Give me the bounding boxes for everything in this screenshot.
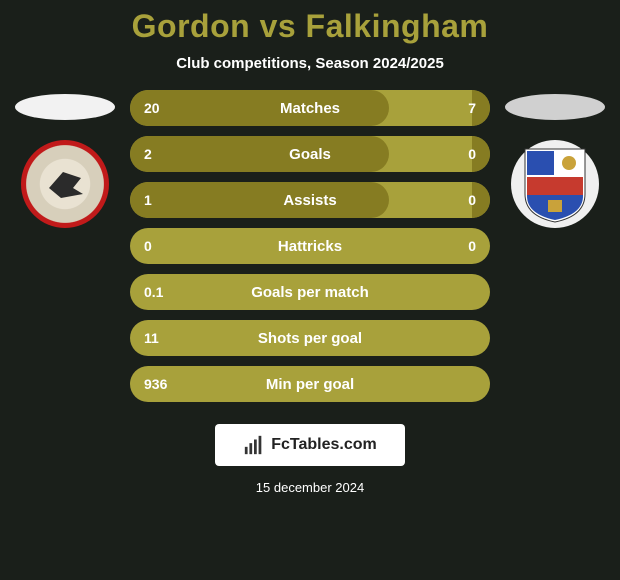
stat-row: 0.1 Goals per match (130, 274, 490, 310)
stat-row: 11 Shots per goal (130, 320, 490, 356)
stats-panel: 20 Matches 7 2 Goals 0 1 Assists 0 0 Hattricks 0 0.1… (130, 90, 490, 402)
right-player-silhouette (505, 94, 605, 120)
right-player-column (500, 90, 610, 228)
stat-label: Assists (283, 192, 336, 209)
page-title: Gordon vs Falkingham (0, 0, 620, 45)
stat-label: Min per goal (266, 376, 354, 393)
stat-row: 0 Hattricks 0 (130, 228, 490, 264)
stat-value-left: 11 (144, 330, 159, 346)
stat-value-left: 0 (144, 238, 152, 254)
stat-row: 936 Min per goal (130, 366, 490, 402)
stat-label: Shots per goal (258, 330, 362, 347)
stat-label: Hattricks (278, 238, 342, 255)
stat-row: 20 Matches 7 (130, 90, 490, 126)
date-label: 15 december 2024 (0, 480, 620, 495)
stat-value-right: 0 (468, 146, 476, 162)
fctables-badge[interactable]: FcTables.com (215, 424, 405, 466)
stat-fill-left (130, 136, 389, 172)
chart-icon (243, 434, 265, 456)
stat-value-left: 1 (144, 192, 152, 208)
stat-value-left: 20 (144, 100, 160, 116)
stat-label: Goals per match (251, 284, 369, 301)
stat-value-right: 0 (468, 238, 476, 254)
left-player-column (10, 90, 120, 228)
stat-label: Matches (280, 100, 340, 117)
stat-label: Goals (289, 146, 331, 163)
stat-value-right: 7 (468, 100, 476, 116)
stat-fill-left (130, 182, 389, 218)
left-player-silhouette (15, 94, 115, 120)
stat-fill-left (130, 90, 389, 126)
stat-value-left: 2 (144, 146, 152, 162)
stat-value-left: 0.1 (144, 284, 163, 300)
stat-row: 1 Assists 0 (130, 182, 490, 218)
swift-bird-icon (45, 164, 85, 204)
shield-icon (520, 144, 590, 224)
stat-value-right: 0 (468, 192, 476, 208)
subtitle: Club competitions, Season 2024/2025 (0, 55, 620, 72)
fctables-label: FcTables.com (271, 436, 377, 454)
walsall-fc-crest (21, 140, 109, 228)
stat-value-left: 936 (144, 376, 167, 392)
stat-row: 2 Goals 0 (130, 136, 490, 172)
comparison-body: 20 Matches 7 2 Goals 0 1 Assists 0 0 Hattricks 0 0.1… (0, 90, 620, 402)
opponent-crest (511, 140, 599, 228)
